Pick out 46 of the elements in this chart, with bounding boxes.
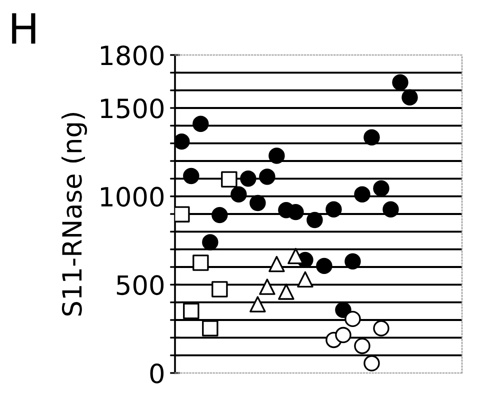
point [230, 186, 247, 203]
y-tick-label: 1000 [101, 186, 164, 207]
point [306, 212, 323, 228]
point [392, 74, 408, 90]
point [212, 206, 228, 224]
point [250, 194, 266, 212]
point [402, 89, 418, 106]
point [192, 116, 209, 132]
point [288, 248, 304, 264]
point [373, 180, 390, 196]
point [259, 278, 276, 295]
point [326, 201, 342, 218]
point [354, 338, 370, 354]
point [221, 171, 238, 188]
point [183, 168, 200, 184]
text: H [12, 13, 36, 44]
point [278, 284, 294, 300]
point [259, 168, 276, 185]
point [250, 296, 266, 312]
point [335, 302, 352, 318]
point [316, 258, 332, 274]
y-tick-label: 1500 [101, 98, 164, 118]
point [344, 253, 361, 270]
y-tick-label: 1800 [101, 45, 164, 66]
point [335, 326, 352, 344]
point [364, 129, 380, 146]
point [268, 256, 285, 272]
point [288, 204, 304, 220]
point [268, 148, 285, 164]
y-axis-title: S11-RNase (ng) [61, 113, 88, 316]
point [297, 271, 314, 288]
point [192, 254, 209, 271]
point [202, 234, 218, 250]
point [212, 281, 228, 298]
point [183, 302, 200, 320]
point [373, 320, 390, 336]
point [175, 133, 190, 150]
point [382, 201, 399, 218]
point [240, 170, 256, 187]
y-tick-label: 0 [150, 363, 164, 384]
point [175, 206, 190, 222]
point [354, 186, 370, 203]
point [364, 355, 380, 372]
point [344, 310, 361, 328]
y-tick-label: 500 [116, 275, 164, 296]
point [202, 320, 218, 336]
